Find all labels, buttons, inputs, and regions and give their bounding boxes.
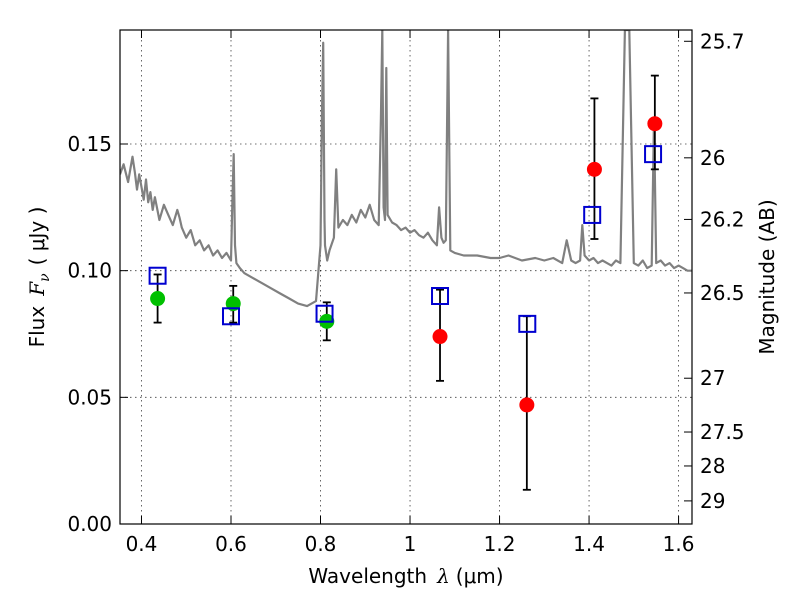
x-tick-label: 1 bbox=[404, 532, 417, 556]
x-axis: 0.4 0.6 0.8 1 1.2 1.4 1.6 bbox=[126, 30, 695, 556]
magnitude-axis: 25.7 26 26.2 26.5 27 27.5 28 29 bbox=[684, 29, 745, 513]
synthetic-photometry-point bbox=[315, 304, 334, 323]
synthetic-photometry-point bbox=[431, 287, 450, 305]
x-axis-title: Wavelength λ (μm) bbox=[308, 564, 503, 588]
synthetic-photometry-point bbox=[583, 205, 602, 224]
x-tick-label: 1.4 bbox=[573, 532, 605, 556]
mag-tick-label: 26.2 bbox=[700, 207, 745, 231]
x-tick-label: 1.6 bbox=[663, 532, 695, 556]
mag-tick-label: 28 bbox=[700, 454, 725, 478]
mag-tick-label: 27.5 bbox=[700, 420, 745, 444]
plot-area bbox=[120, 30, 692, 491]
infrared-point bbox=[519, 397, 535, 413]
infrared-point bbox=[647, 116, 663, 132]
grid-lines bbox=[120, 30, 692, 524]
mag-tick-label: 26 bbox=[700, 146, 725, 170]
synthetic-photometry-point bbox=[644, 145, 663, 164]
x-tick-label: 0.4 bbox=[126, 532, 158, 556]
y2-axis-title: Magnitude (AB) bbox=[755, 199, 779, 354]
y-tick-label: 0.05 bbox=[67, 385, 112, 409]
mag-tick-label: 26.5 bbox=[700, 281, 745, 305]
mag-tick-label: 29 bbox=[700, 489, 725, 513]
optical-point bbox=[150, 291, 166, 307]
synthetic-photometry-point bbox=[148, 266, 167, 285]
y-axis: 0.00 0.05 0.10 0.15 bbox=[67, 132, 128, 536]
infrared-point bbox=[432, 329, 448, 345]
infrared-point bbox=[586, 161, 602, 177]
y-tick-label: 0.15 bbox=[67, 132, 112, 156]
synthetic-photometry-point bbox=[518, 314, 537, 333]
y-axis-title: FluxFν( μJy ) bbox=[25, 207, 53, 348]
synthetic-photometry-point bbox=[221, 307, 240, 326]
x-tick-label: 1.2 bbox=[484, 532, 516, 556]
mag-tick-label: 25.7 bbox=[700, 29, 745, 53]
model-spectrum-line bbox=[120, 30, 692, 308]
y-tick-label: 0.10 bbox=[67, 259, 112, 283]
y-tick-label: 0.00 bbox=[67, 512, 112, 536]
plot-frame bbox=[119, 29, 693, 525]
x-tick-label: 0.8 bbox=[305, 532, 337, 556]
x-tick-label: 0.6 bbox=[215, 532, 247, 556]
mag-tick-label: 27 bbox=[700, 366, 725, 390]
